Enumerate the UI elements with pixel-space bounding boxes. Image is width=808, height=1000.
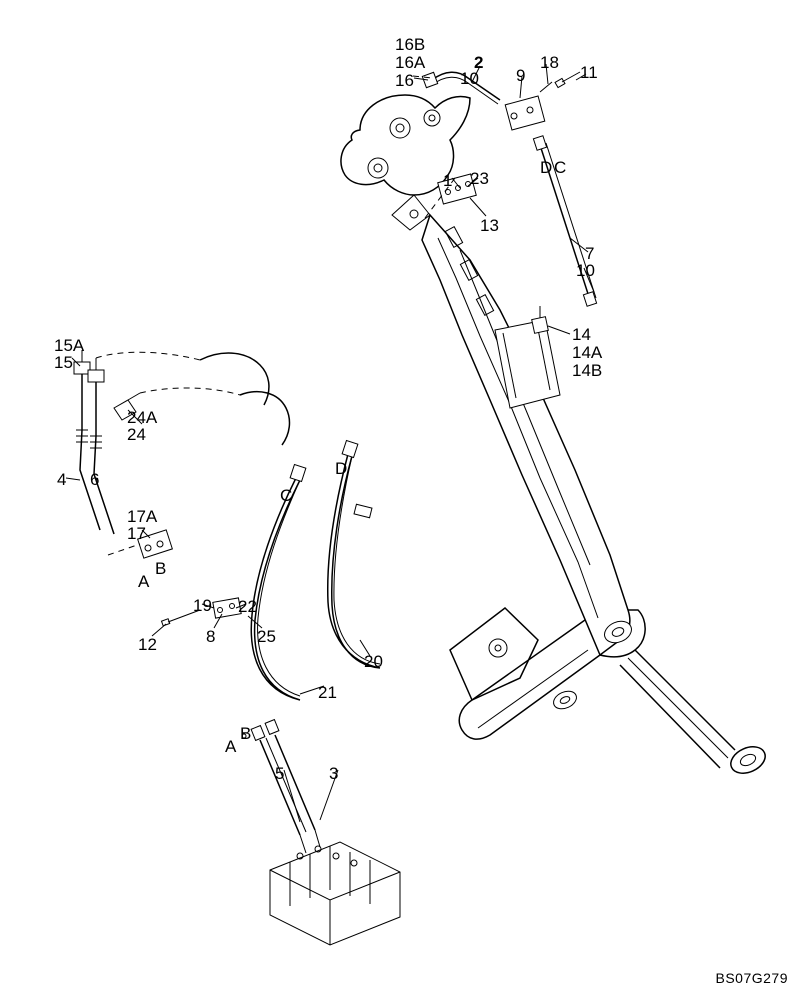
callout-4: 4 xyxy=(57,471,66,490)
callout-9: 9 xyxy=(516,67,525,86)
callout-B2: B xyxy=(240,725,251,744)
callout-C2: C xyxy=(554,159,566,178)
callout-A: A xyxy=(138,573,149,592)
callout-17: 17 xyxy=(127,525,146,544)
callout-10-lower: 10 xyxy=(576,262,595,281)
callout-A2: A xyxy=(225,738,236,757)
callout-13: 13 xyxy=(480,217,499,236)
callout-C: C xyxy=(280,487,292,506)
callout-11: 11 xyxy=(580,64,598,83)
callout-19: 19 xyxy=(193,597,212,616)
callout-16a: 16A xyxy=(395,54,425,73)
callout-20: 20 xyxy=(364,653,383,672)
callout-D: D xyxy=(335,460,347,479)
callout-16: 16 xyxy=(395,72,414,91)
callout-18: 18 xyxy=(540,54,559,73)
callout-23: 23 xyxy=(470,170,489,189)
callout-8: 8 xyxy=(206,628,215,647)
callout-14: 14 xyxy=(572,326,591,345)
callout-16b: 16B xyxy=(395,36,425,55)
callout-1: 1 xyxy=(443,172,452,191)
callout-5: 5 xyxy=(275,765,284,784)
callout-24a: 24A xyxy=(127,409,157,428)
diagram-svg xyxy=(0,0,808,1000)
callout-15a: 15A xyxy=(54,337,84,356)
callout-15: 15 xyxy=(54,354,73,373)
callout-22: 22 xyxy=(238,598,257,617)
callout-3: 3 xyxy=(329,765,338,784)
callout-B: B xyxy=(155,560,166,579)
callout-25: 25 xyxy=(257,628,276,647)
callout-14b: 14B xyxy=(572,362,602,381)
callout-6: 6 xyxy=(90,471,99,490)
callout-17a: 17A xyxy=(127,508,157,527)
diagram-canvas: 1 2 3 4 5 6 7 8 9 10 10 11 12 13 14 14A … xyxy=(0,0,808,1000)
doc-reference: BS07G279 xyxy=(716,970,789,986)
callout-21: 21 xyxy=(318,684,337,703)
callout-10: 10 xyxy=(460,70,479,89)
callout-24: 24 xyxy=(127,426,146,445)
callout-14a: 14A xyxy=(572,344,602,363)
callout-12: 12 xyxy=(138,636,157,655)
callout-D2: D xyxy=(540,159,552,178)
